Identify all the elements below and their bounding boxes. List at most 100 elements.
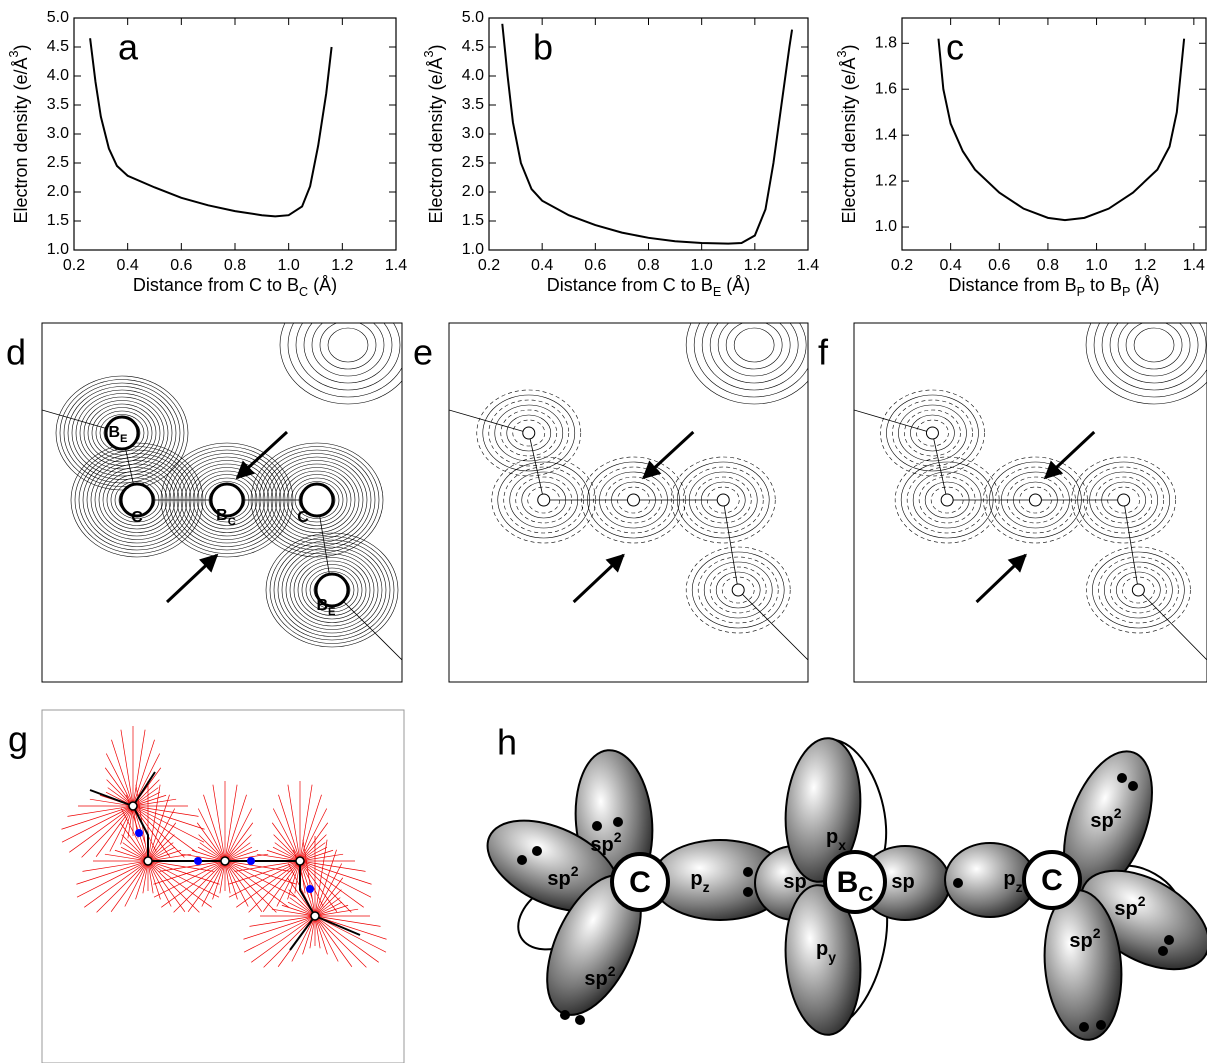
text-part: C (297, 509, 309, 526)
text-part: p (690, 868, 702, 890)
y-tick-label: 5.0 (47, 9, 69, 26)
x-axis-label: Distance from C to BC (Å) (133, 275, 337, 300)
text-part: C (131, 509, 143, 526)
contour (1110, 307, 1198, 383)
text-part: Distance from C to B (547, 275, 713, 295)
contour (288, 293, 408, 397)
gradient-path (315, 916, 379, 962)
gradient-path (84, 861, 148, 907)
electron (1079, 1022, 1089, 1032)
text-part: x (838, 837, 846, 853)
contour (304, 307, 392, 383)
text-part: sp (1090, 810, 1113, 832)
gradient-path (76, 861, 148, 884)
y-tick-label: 1.8 (875, 34, 897, 51)
gradient-path (263, 861, 300, 912)
gradient-path (315, 878, 343, 916)
electron (592, 821, 602, 831)
gradient-path (97, 861, 148, 912)
text-part: B (837, 866, 859, 899)
contour (296, 300, 400, 390)
x-tick-label: 1.0 (691, 257, 713, 274)
text-part: 3 (835, 50, 849, 57)
y-tick-label: 2.0 (47, 183, 69, 200)
gradient-path (203, 795, 225, 861)
x-tick-label: 0.2 (891, 257, 913, 274)
arrow (1045, 432, 1094, 478)
atom-core (1132, 584, 1144, 596)
orbital-label: C (1041, 864, 1063, 897)
atom-core (1118, 494, 1130, 506)
text-part: Distance from B (949, 275, 1077, 295)
atom-core (941, 494, 953, 506)
x-tick-label: 0.6 (988, 257, 1010, 274)
x-tick-label: 0.2 (63, 257, 85, 274)
text-part: E (120, 433, 128, 445)
gradient-path (69, 806, 133, 852)
contour (694, 293, 814, 397)
arrow (574, 555, 624, 602)
electron (1158, 946, 1168, 956)
gradient-path (225, 823, 253, 861)
x-axis-label: Distance from C to BE (Å) (547, 275, 750, 300)
text-part: ) (839, 44, 859, 50)
text-part: y (828, 949, 836, 965)
gradient-path (300, 823, 328, 861)
bond-line (932, 433, 1207, 660)
text-part: P (1077, 285, 1085, 299)
electron (1117, 773, 1127, 783)
y-axis-label: Electron density (e/Å3) (835, 44, 858, 223)
x-tick-label: 0.4 (117, 257, 139, 274)
electron (532, 846, 542, 856)
electron (517, 855, 527, 865)
critical-point (135, 829, 143, 837)
y-axis-label: Electron density (e/Å3) (7, 44, 30, 223)
text-part: E (328, 606, 336, 618)
x-tick-label: 0.8 (637, 257, 659, 274)
gradient-path (272, 823, 300, 861)
contour (702, 300, 806, 390)
arrow (167, 555, 217, 602)
text-part: Electron density (e/Å (426, 57, 446, 223)
y-tick-label: 2.5 (462, 154, 484, 171)
gradient-path (251, 916, 315, 962)
text-part: sp (783, 871, 806, 893)
text-part: sp (1114, 898, 1137, 920)
text-part: B (216, 507, 228, 524)
contour-map (449, 286, 822, 682)
x-axis-label: Distance from BP to BP (Å) (949, 275, 1160, 300)
contour (710, 307, 798, 383)
text-part: p (826, 826, 838, 848)
atom (221, 857, 229, 865)
gradient-path (148, 795, 170, 861)
text-part: z (703, 879, 710, 895)
panel-label: f (818, 332, 829, 373)
contour (280, 286, 416, 404)
y-tick-label: 1.0 (47, 241, 69, 258)
x-tick-label: 0.8 (1037, 257, 1059, 274)
x-tick-label: 1.0 (278, 257, 300, 274)
gradient-path (188, 861, 225, 912)
y-tick-label: 4.5 (462, 38, 484, 55)
gradient-path (96, 806, 133, 857)
electron (743, 887, 753, 897)
critical-point (306, 885, 314, 893)
y-tick-label: 3.5 (462, 96, 484, 113)
text-part: C (299, 285, 308, 299)
text-part: (Å) (1130, 275, 1159, 295)
y-tick-label: 2.0 (462, 183, 484, 200)
electron (575, 1015, 585, 1025)
panel-label: g (8, 719, 28, 760)
text-part: 2 (1093, 925, 1101, 941)
atom-label: C (297, 509, 309, 526)
text-part: 2 (614, 829, 622, 845)
atom-core (1029, 494, 1041, 506)
contours (449, 286, 822, 660)
text-part: B (316, 597, 328, 614)
electron (1128, 781, 1138, 791)
contour (1134, 328, 1174, 362)
x-tick-label: 1.0 (1085, 257, 1107, 274)
contour-map (854, 286, 1207, 682)
arrow (643, 432, 693, 478)
arrow (977, 555, 1026, 602)
